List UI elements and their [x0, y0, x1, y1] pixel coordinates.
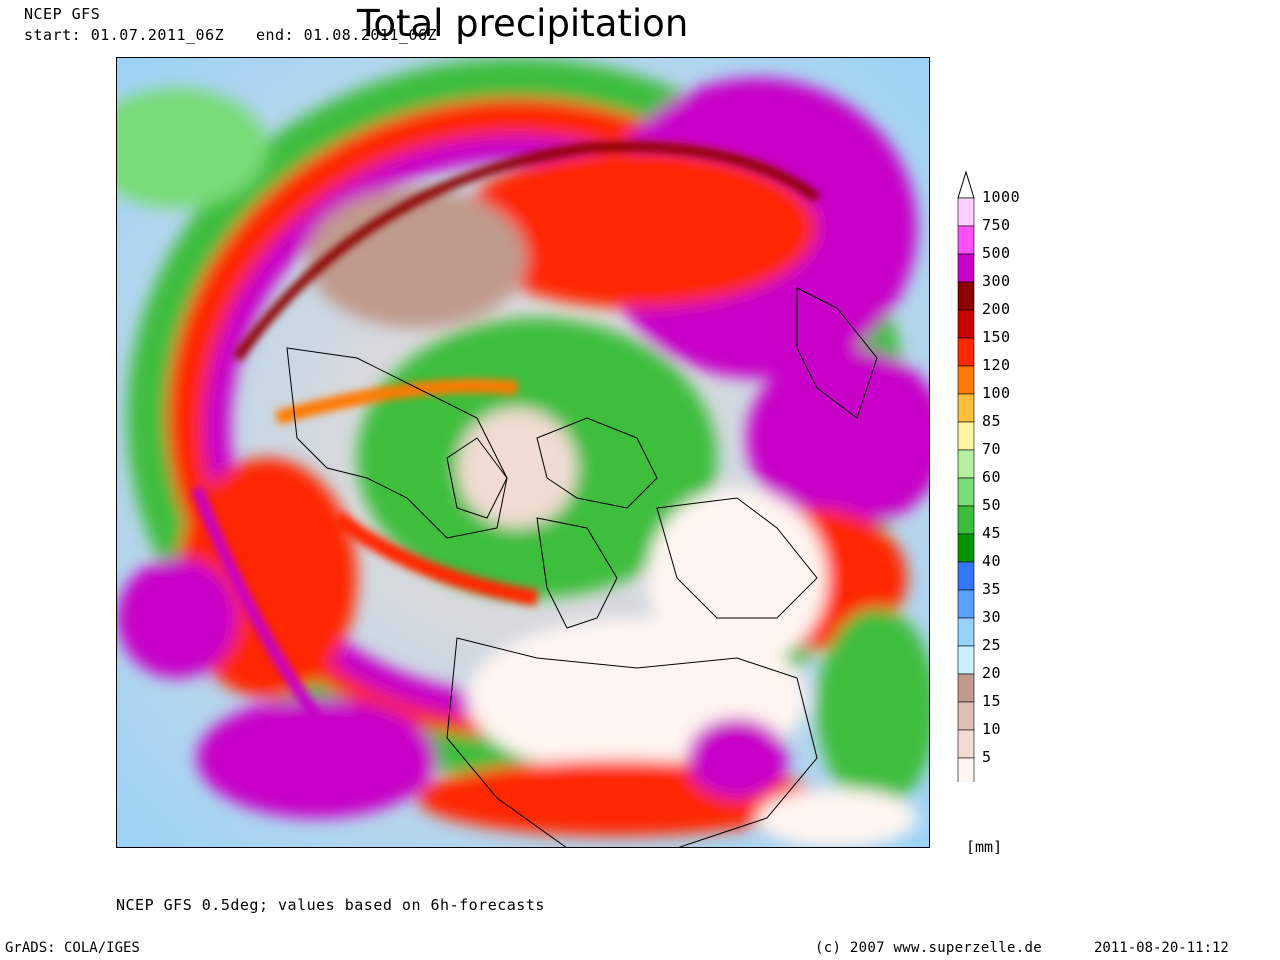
colorbar-swatch [957, 393, 975, 423]
footnote: NCEP GFS 0.5deg; values based on 6h-fore… [116, 896, 545, 914]
colorbar-label: 300 [982, 272, 1011, 290]
precip-field [117, 58, 929, 847]
colorbar-swatch [957, 701, 975, 731]
model-name: NCEP GFS [24, 5, 101, 23]
colorbar-label: 150 [982, 328, 1011, 346]
coastlines [286, 287, 878, 847]
colorbar-label: 85 [982, 412, 1002, 430]
colorbar-label: 30 [982, 608, 1002, 626]
colorbar-swatch [957, 645, 975, 675]
colorbar-swatch [957, 477, 975, 507]
colorbar-label: 50 [982, 496, 1002, 514]
colorbar-swatch [957, 421, 975, 451]
colorbar-swatch [957, 253, 975, 283]
end-time: end: 01.08.2011_06Z [256, 26, 438, 44]
timestamp: 2011-08-20-11:12 [1094, 940, 1229, 956]
colorbar-swatch [957, 281, 975, 311]
colorbar-label: 1000 [982, 188, 1021, 206]
colorbar-swatch [957, 309, 975, 339]
colorbar-swatch [957, 729, 975, 759]
colorbar-label: 500 [982, 244, 1011, 262]
software-credit: GrADS: COLA/IGES [5, 940, 140, 956]
colorbar-label: 100 [982, 384, 1011, 402]
colorbar-swatch [957, 197, 975, 227]
colorbar-label: 35 [982, 580, 1002, 598]
precip-detail [191, 141, 820, 722]
colorbar-label: 45 [982, 524, 1002, 542]
colorbar-top-arrow [957, 170, 975, 199]
colorbar-label: 120 [982, 356, 1011, 374]
colorbar-label: 25 [982, 636, 1002, 654]
colorbar-label: 70 [982, 440, 1002, 458]
colorbar [957, 170, 975, 782]
colorbar-swatch [957, 757, 975, 782]
map-title: Total precipitation [357, 2, 689, 45]
colorbar-swatch [957, 673, 975, 703]
colorbar-swatch [957, 561, 975, 591]
colorbar-label: 5 [982, 748, 992, 766]
colorbar-swatch [957, 533, 975, 563]
colorbar-swatch [957, 589, 975, 619]
colorbar-swatch [957, 617, 975, 647]
colorbar-label: 10 [982, 720, 1002, 738]
map-canvas [117, 58, 929, 847]
colorbar-label: 15 [982, 692, 1002, 710]
unit-label: [mm] [966, 838, 1003, 856]
start-time: start: 01.07.2011_06Z [24, 26, 225, 44]
colorbar-swatch [957, 365, 975, 395]
colorbar-swatch [957, 337, 975, 367]
colorbar-swatch [957, 449, 975, 479]
colorbar-label: 40 [982, 552, 1002, 570]
colorbar-label: 200 [982, 300, 1011, 318]
copyright: (c) 2007 www.superzelle.de [815, 940, 1042, 956]
colorbar-label: 750 [982, 216, 1011, 234]
colorbar-swatch [957, 505, 975, 535]
precipitation-map [116, 57, 930, 848]
colorbar-swatch [957, 225, 975, 255]
colorbar-label: 20 [982, 664, 1002, 682]
colorbar-label: 60 [982, 468, 1002, 486]
